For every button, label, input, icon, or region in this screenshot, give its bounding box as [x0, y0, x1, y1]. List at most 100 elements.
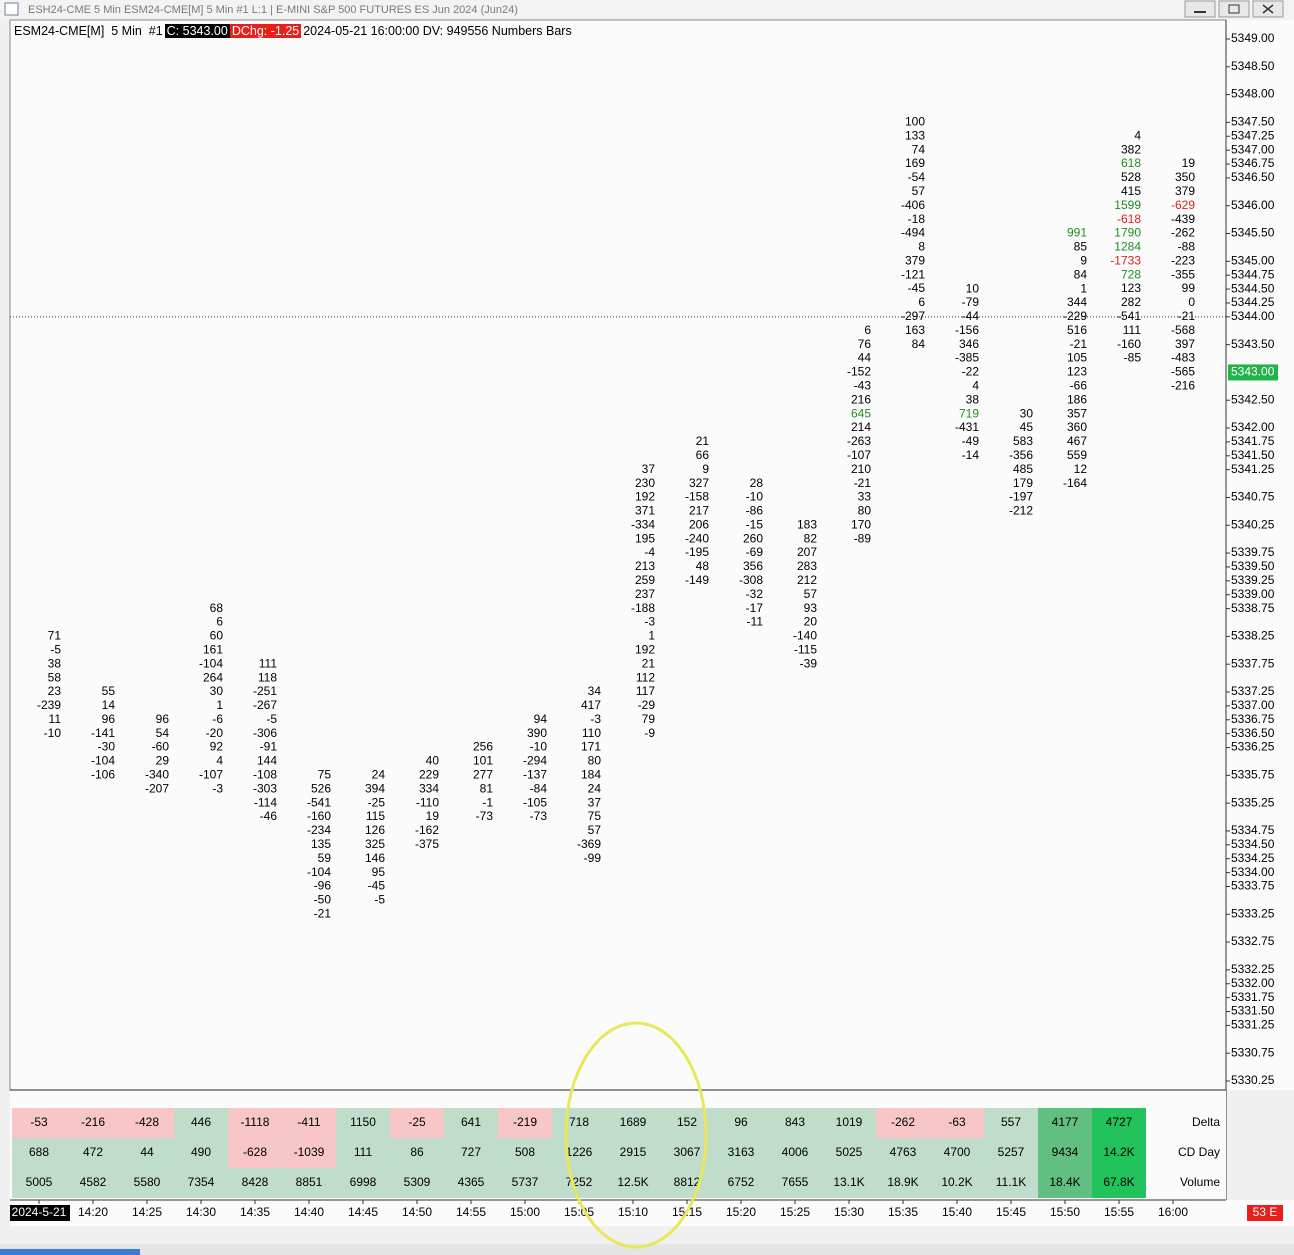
close-price: C: 5343.00: [164, 24, 230, 38]
price-label: 5342.50: [1231, 392, 1275, 406]
summary-cell: [66, 1168, 120, 1198]
cell-value: 105: [1067, 351, 1087, 365]
summary-cell: [444, 1108, 498, 1138]
cell-value: -4: [644, 545, 655, 559]
price-label: 5348.50: [1231, 59, 1275, 73]
price-label: 5336.50: [1231, 726, 1275, 740]
cell-value: -50: [314, 893, 332, 907]
summary-cell: [552, 1138, 606, 1168]
cell-value: -88: [1178, 240, 1196, 254]
time-label: 15:50: [1050, 1205, 1080, 1219]
cell-value: -73: [476, 809, 494, 823]
cell-value: -15: [746, 517, 764, 531]
cell-value: 183: [797, 517, 817, 531]
maximize-button[interactable]: [1218, 0, 1250, 18]
time-label: 2024-5-21: [12, 1205, 67, 1219]
cell-value: 206: [689, 517, 709, 531]
price-label: 5332.25: [1231, 962, 1275, 976]
cell-value: -106: [91, 768, 115, 782]
price-label: 5336.75: [1231, 712, 1275, 726]
cell-value: 55: [102, 684, 116, 698]
cell-value: 80: [588, 754, 602, 768]
scrollbar-tab[interactable]: [0, 1249, 140, 1255]
price-label: 5331.25: [1231, 1018, 1275, 1032]
cell-value: -21: [1178, 309, 1196, 323]
cell-value: 4: [216, 754, 223, 768]
row-label: Delta: [1192, 1115, 1220, 1129]
cell-value: -107: [847, 448, 871, 462]
time-label: 15:45: [996, 1205, 1026, 1219]
status-box: [1247, 1205, 1283, 1221]
summary-cell: [66, 1108, 120, 1138]
cell-value: 21: [642, 656, 656, 670]
cell-value: -229: [1063, 309, 1087, 323]
cell-value: -30: [98, 740, 116, 754]
cell-value: -251: [253, 684, 277, 698]
cell-value: -104: [199, 656, 223, 670]
price-label: 5337.25: [1231, 684, 1275, 698]
cell-value: -297: [901, 309, 925, 323]
summary-cell: [336, 1138, 390, 1168]
cell-value: -164: [1063, 476, 1087, 490]
cell-value: 48: [696, 559, 710, 573]
price-label: 5331.75: [1231, 990, 1275, 1004]
cell-value: 74: [912, 142, 926, 156]
summary-cell: [552, 1108, 606, 1138]
price-label: 5341.50: [1231, 448, 1275, 462]
price-label: 5334.00: [1231, 865, 1275, 879]
cell-value: -22: [962, 365, 980, 379]
cell-value: -565: [1171, 365, 1195, 379]
cell-value: -69: [746, 545, 764, 559]
cell-value: 111: [1123, 323, 1142, 337]
price-label: 5332.75: [1231, 934, 1275, 948]
price-label: 5335.75: [1231, 768, 1275, 782]
summary-value: -262: [891, 1115, 915, 1129]
cell-value: -32: [746, 587, 764, 601]
cell-value: -5: [266, 712, 277, 726]
summary-cell: [714, 1138, 768, 1168]
summary-cell: [1038, 1108, 1092, 1138]
cell-value: -541: [307, 795, 331, 809]
cell-value: -439: [1171, 212, 1195, 226]
cell-value: -385: [955, 351, 979, 365]
cell-value: 81: [480, 781, 494, 795]
summary-cell: [228, 1168, 282, 1198]
cell-value: -3: [212, 781, 223, 795]
summary-cell: [498, 1168, 552, 1198]
cell-value: -1: [482, 795, 493, 809]
price-label: 5332.00: [1231, 976, 1275, 990]
cell-value: 559: [1067, 448, 1087, 462]
time-label: 15:55: [1104, 1205, 1134, 1219]
cell-value: 237: [635, 587, 655, 601]
cell-value: -20: [206, 726, 224, 740]
time-label: 14:20: [78, 1205, 108, 1219]
cell-value: 37: [642, 462, 656, 476]
summary-cell: [984, 1108, 1038, 1138]
summary-cell: [930, 1168, 984, 1198]
time-axis: [10, 1200, 1294, 1226]
cell-value: -483: [1171, 351, 1195, 365]
summary-value: 4177: [1052, 1115, 1079, 1129]
cell-value: -369: [577, 837, 601, 851]
cell-value: 11: [49, 712, 62, 726]
cell-value: 390: [527, 726, 547, 740]
cell-value: 325: [365, 837, 385, 851]
scrollbar[interactable]: [0, 1244, 1294, 1255]
summary-value: 1150: [350, 1115, 376, 1129]
app-icon: [4, 2, 19, 16]
cell-value: -96: [314, 879, 332, 893]
time-label: 14:55: [456, 1205, 486, 1219]
cell-value: -629: [1171, 198, 1195, 212]
summary-cell: [606, 1138, 660, 1168]
cell-value: -375: [415, 837, 439, 851]
price-label: 5346.50: [1231, 170, 1275, 184]
minimize-button[interactable]: [1184, 0, 1216, 18]
cell-value: -207: [145, 781, 169, 795]
cell-value: 144: [257, 754, 277, 768]
summary-value: -428: [135, 1115, 159, 1129]
